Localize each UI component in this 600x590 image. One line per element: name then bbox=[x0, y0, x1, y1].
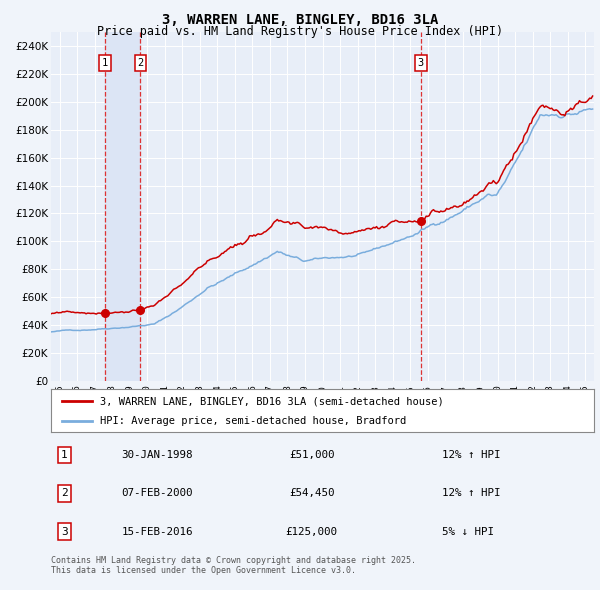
Text: 11: 11 bbox=[335, 385, 344, 395]
Text: 00: 00 bbox=[143, 385, 152, 395]
Text: 07-FEB-2000: 07-FEB-2000 bbox=[122, 489, 193, 498]
Text: 15: 15 bbox=[406, 385, 415, 395]
Text: 1: 1 bbox=[102, 58, 108, 68]
Text: 23: 23 bbox=[546, 385, 555, 395]
Text: 19: 19 bbox=[476, 385, 485, 395]
Text: 01: 01 bbox=[160, 385, 169, 395]
Text: 95: 95 bbox=[55, 385, 64, 395]
Text: 12% ↑ HPI: 12% ↑ HPI bbox=[442, 450, 500, 460]
Text: 22: 22 bbox=[528, 385, 537, 395]
Text: 06: 06 bbox=[248, 385, 257, 395]
Text: £54,450: £54,450 bbox=[289, 489, 334, 498]
Text: 24: 24 bbox=[563, 385, 572, 395]
Text: 21: 21 bbox=[511, 385, 520, 395]
Text: 18: 18 bbox=[458, 385, 467, 395]
Text: 3, WARREN LANE, BINGLEY, BD16 3LA (semi-detached house): 3, WARREN LANE, BINGLEY, BD16 3LA (semi-… bbox=[100, 396, 443, 407]
Text: 97: 97 bbox=[90, 385, 99, 395]
Text: 12: 12 bbox=[353, 385, 362, 395]
Text: 25: 25 bbox=[581, 385, 590, 395]
Text: 17: 17 bbox=[440, 385, 449, 395]
Text: 3: 3 bbox=[61, 527, 68, 536]
Text: 16: 16 bbox=[423, 385, 432, 395]
Text: 13: 13 bbox=[371, 385, 380, 395]
Text: 30-JAN-1998: 30-JAN-1998 bbox=[122, 450, 193, 460]
Text: 2: 2 bbox=[61, 489, 68, 498]
Text: 02: 02 bbox=[178, 385, 187, 395]
Bar bbox=[105, 32, 140, 381]
Text: 5% ↓ HPI: 5% ↓ HPI bbox=[442, 527, 494, 536]
Text: 96: 96 bbox=[73, 385, 82, 395]
Text: 08: 08 bbox=[283, 385, 292, 395]
Text: 99: 99 bbox=[125, 385, 134, 395]
Text: 3: 3 bbox=[418, 58, 424, 68]
Text: 12% ↑ HPI: 12% ↑ HPI bbox=[442, 489, 500, 498]
Text: 05: 05 bbox=[230, 385, 239, 395]
Text: 15-FEB-2016: 15-FEB-2016 bbox=[122, 527, 193, 536]
Text: 07: 07 bbox=[265, 385, 274, 395]
Text: 3, WARREN LANE, BINGLEY, BD16 3LA: 3, WARREN LANE, BINGLEY, BD16 3LA bbox=[162, 13, 438, 27]
Text: £51,000: £51,000 bbox=[289, 450, 334, 460]
Text: Contains HM Land Registry data © Crown copyright and database right 2025.
This d: Contains HM Land Registry data © Crown c… bbox=[51, 556, 416, 575]
Text: 14: 14 bbox=[388, 385, 397, 395]
Text: 98: 98 bbox=[108, 385, 117, 395]
Text: 20: 20 bbox=[493, 385, 502, 395]
Text: £125,000: £125,000 bbox=[286, 527, 338, 536]
Text: 2: 2 bbox=[137, 58, 143, 68]
Text: 09: 09 bbox=[301, 385, 310, 395]
Text: 10: 10 bbox=[318, 385, 327, 395]
Text: 04: 04 bbox=[213, 385, 222, 395]
Text: 1: 1 bbox=[61, 450, 68, 460]
Text: Price paid vs. HM Land Registry's House Price Index (HPI): Price paid vs. HM Land Registry's House … bbox=[97, 25, 503, 38]
Text: 03: 03 bbox=[196, 385, 205, 395]
Text: HPI: Average price, semi-detached house, Bradford: HPI: Average price, semi-detached house,… bbox=[100, 417, 406, 426]
